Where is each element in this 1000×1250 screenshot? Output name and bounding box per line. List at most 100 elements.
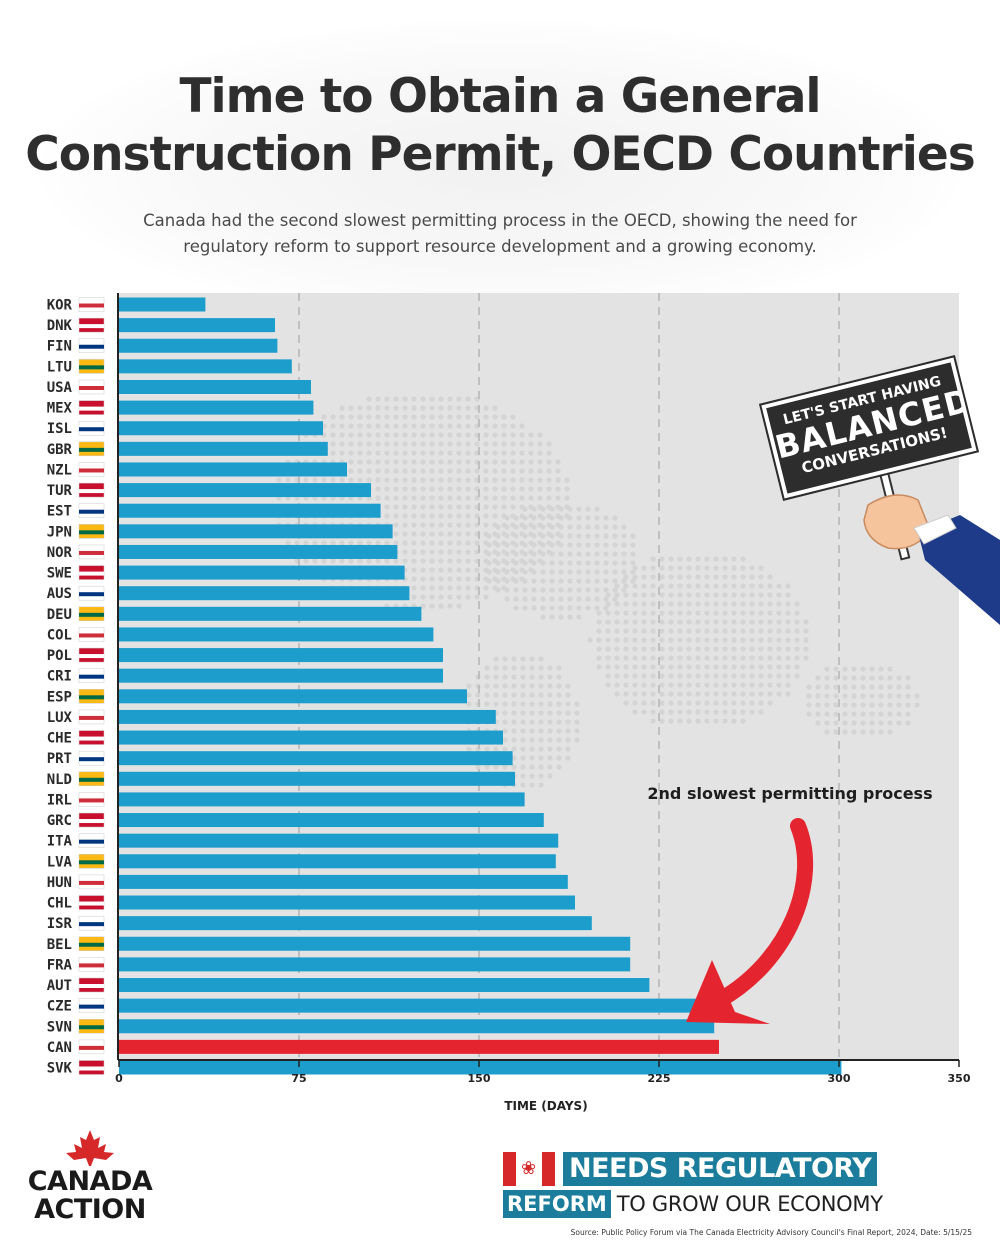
bar-cze <box>119 998 707 1013</box>
flag-stripe-nor <box>79 550 104 555</box>
flag-stripe-kor <box>79 303 104 308</box>
flag-stripe-mex <box>79 406 104 411</box>
category-label-lva: LVA <box>47 854 73 870</box>
flag-stripe-deu <box>79 612 104 617</box>
bar-svn <box>119 1019 715 1034</box>
x-tick-label-350: 350 <box>948 1072 971 1085</box>
category-label-nor: NOR <box>47 545 73 561</box>
category-label-deu: DEU <box>47 607 72 623</box>
category-label-usa: USA <box>47 380 73 396</box>
annotation-arrow-head <box>686 960 770 1024</box>
bar-chart: KOR DNK FIN LTU USA MEX ISL GBR NZL TUR EST JPN NOR S… <box>47 293 1000 1113</box>
canada-action-logo: CANADA ACTION <box>20 1128 160 1224</box>
flag-stripe-chl <box>79 901 104 906</box>
category-label-tur: TUR <box>47 483 73 499</box>
banner-reform-text: REFORM <box>503 1190 611 1218</box>
bar-ita <box>119 833 559 848</box>
bar-gbr <box>119 441 328 456</box>
bar-lux <box>119 709 496 724</box>
x-axis-label: TIME (DAYS) <box>504 1099 587 1113</box>
flag-stripe-fra <box>79 963 104 968</box>
category-label-col: COL <box>47 627 72 643</box>
flag-stripe-isl <box>79 427 104 432</box>
flag-stripe-hun <box>79 880 104 885</box>
category-label-nzl: NZL <box>47 462 72 478</box>
bar-tur <box>119 483 371 498</box>
bar-chl <box>119 895 575 910</box>
flag-stripe-grc <box>79 819 104 824</box>
bar-nld <box>119 771 515 786</box>
bar-fra <box>119 957 631 972</box>
flag-stripe-cri <box>79 674 104 679</box>
category-label-prt: PRT <box>47 751 72 767</box>
category-label-kor: KOR <box>47 298 73 314</box>
category-label-svn: SVN <box>47 1019 72 1035</box>
category-label-cze: CZE <box>47 999 72 1015</box>
canada-flag-icon <box>503 1152 555 1186</box>
title-line-2: Construction Permit, OECD Countries <box>25 127 975 182</box>
bar-ltu <box>119 359 292 374</box>
bar-hun <box>119 874 568 889</box>
flag-stripe-lva <box>79 860 104 865</box>
logo-line-2: ACTION <box>34 1194 146 1225</box>
bar-kor <box>119 297 206 312</box>
bar-isr <box>119 916 592 931</box>
flag-stripe-gbr <box>79 447 104 452</box>
category-label-hun: HUN <box>47 875 72 891</box>
flag-stripe-bel <box>79 942 104 947</box>
flag-stripe-esp <box>79 695 104 700</box>
bar-esp <box>119 689 467 704</box>
bar-isl <box>119 421 323 436</box>
bar-che <box>119 730 503 745</box>
category-label-grc: GRC <box>47 813 72 829</box>
category-label-jpn: JPN <box>47 524 72 540</box>
flag-stripe-svk <box>79 1066 104 1071</box>
background-globe <box>40 20 960 320</box>
flag-stripe-can <box>79 1045 104 1050</box>
flag-stripe-fin <box>79 344 104 349</box>
maple-leaf-icon <box>66 1130 114 1166</box>
flag-stripe-pol <box>79 654 104 659</box>
bar-irl <box>119 792 525 807</box>
bar-mex <box>119 400 314 415</box>
category-label-lux: LUX <box>47 710 73 726</box>
subtitle-line-2: regulatory reform to support resource de… <box>183 237 817 256</box>
category-label-isl: ISL <box>47 421 72 437</box>
flag-stripe-svn <box>79 1025 104 1030</box>
category-label-aut: AUT <box>47 978 72 994</box>
flag-stripe-lux <box>79 715 104 720</box>
x-tick-label-0: 0 <box>115 1072 123 1085</box>
flag-stripe-prt <box>79 757 104 762</box>
x-tick-label-150: 150 <box>468 1072 491 1085</box>
flag-stripe-est <box>79 509 104 514</box>
flag-stripe-usa <box>79 385 104 390</box>
category-label-dnk: DNK <box>47 318 73 334</box>
category-label-ltu: LTU <box>47 359 72 375</box>
source-note: Source: Public Policy Forum via The Cana… <box>570 1228 972 1237</box>
category-label-cri: CRI <box>47 669 72 685</box>
bar-aus <box>119 586 410 601</box>
bar-swe <box>119 565 405 580</box>
bar-col <box>119 627 434 642</box>
category-label-irl: IRL <box>47 792 72 808</box>
subtitle-line-1: Canada had the second slowest permitting… <box>143 211 857 230</box>
banner-needs-text: NEEDS REGULATORY <box>563 1152 878 1186</box>
category-label-isr: ISR <box>47 916 73 932</box>
bar-pol <box>119 648 443 663</box>
bar-cri <box>119 668 443 683</box>
flag-stripe-aus <box>79 592 104 597</box>
flag-stripe-aut <box>79 984 104 989</box>
chart-subtitle: Canada had the second slowest permitting… <box>100 208 900 260</box>
flag-stripe-che <box>79 736 104 741</box>
flag-stripe-ita <box>79 839 104 844</box>
bar-aut <box>119 978 650 993</box>
category-label-can: CAN <box>47 1040 72 1056</box>
flag-stripe-cze <box>79 1004 104 1009</box>
bar-fin <box>119 338 278 353</box>
category-label-bel: BEL <box>47 937 72 953</box>
bar-prt <box>119 751 513 766</box>
bar-usa <box>119 379 311 394</box>
banner-grow-text: TO GROW OUR ECONOMY <box>616 1192 883 1216</box>
flag-stripe-isr <box>79 922 104 927</box>
title-line-1: Time to Obtain a General <box>179 69 821 124</box>
